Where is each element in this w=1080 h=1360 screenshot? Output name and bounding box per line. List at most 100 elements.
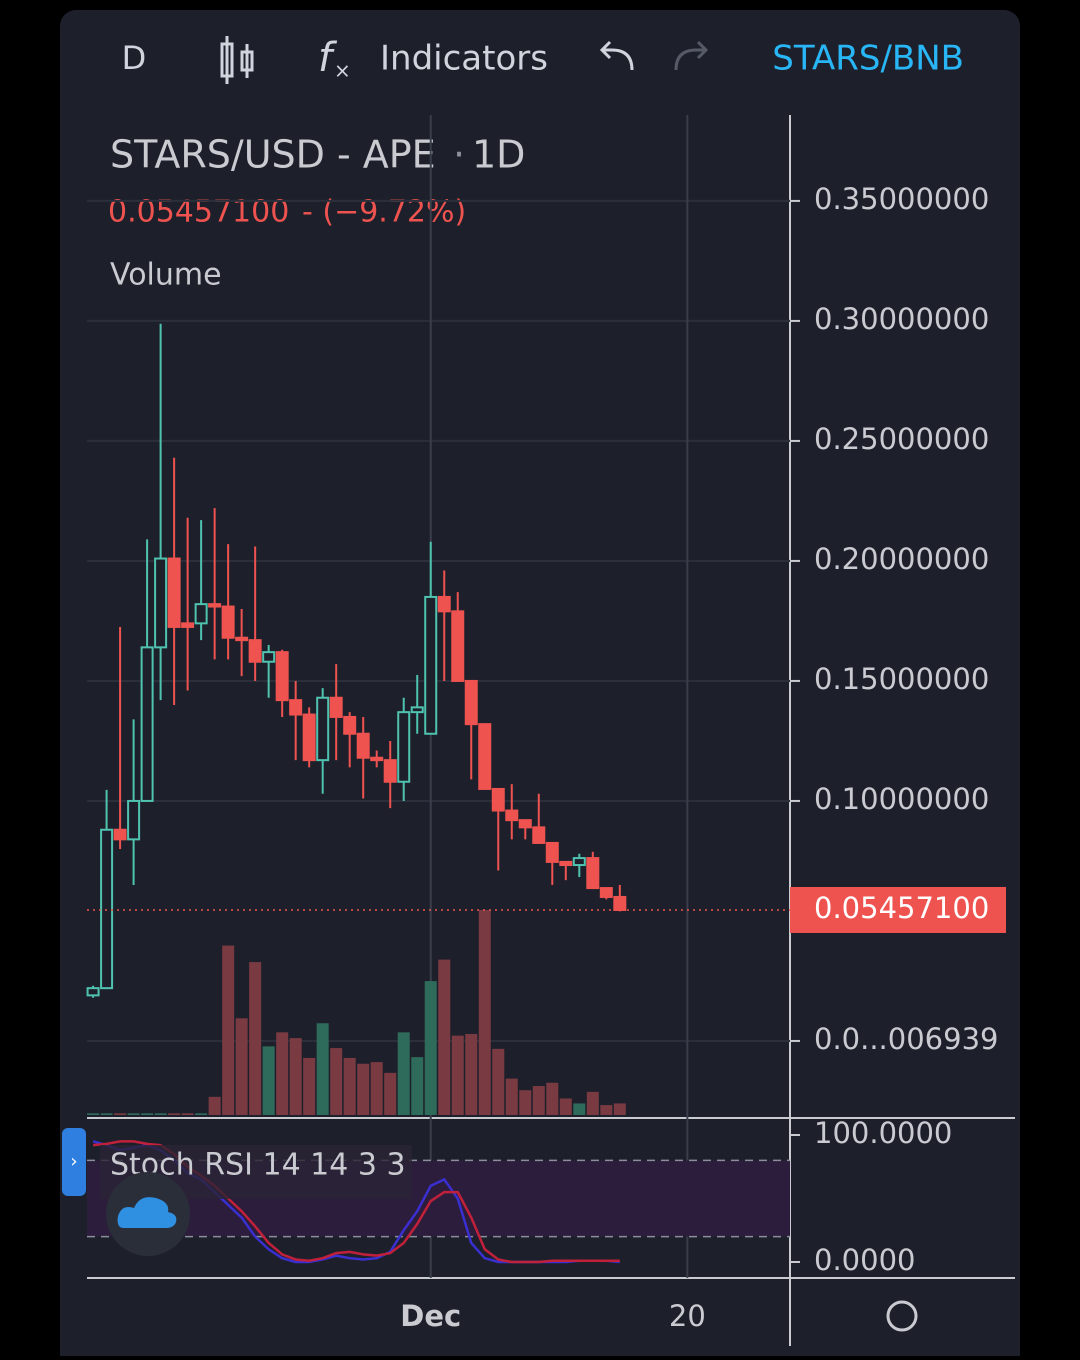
volume-bar xyxy=(208,1096,221,1115)
y-tick-label: 0.20000000 xyxy=(814,542,989,576)
x-tick-label: 20 xyxy=(669,1299,706,1333)
candle-body xyxy=(275,651,289,702)
interval-button[interactable]: D xyxy=(122,39,147,77)
panel xyxy=(60,10,1020,1360)
y-tick-label: 0.30000000 xyxy=(814,302,989,336)
volume-bar xyxy=(492,1048,505,1115)
x-tick-label: Dec xyxy=(400,1299,461,1333)
volume-bar xyxy=(438,959,451,1115)
candle-body xyxy=(572,857,586,867)
volume-bar xyxy=(411,1057,424,1115)
y-tick-label: 0.10000000 xyxy=(814,782,989,816)
price-header: 0.05457100 xyxy=(108,195,289,230)
volume-bar xyxy=(276,1032,289,1115)
volume-bar xyxy=(222,945,235,1115)
chart: 0.35000000 0.30000000 0.25000000 0.20000000… xyxy=(86,115,1006,1333)
candle-body xyxy=(248,639,262,663)
volume-bar xyxy=(384,1072,397,1115)
candle-body xyxy=(302,713,316,762)
candle-body xyxy=(140,646,154,802)
volume-bar xyxy=(370,1062,383,1115)
candle-body xyxy=(437,595,451,613)
volume-bar xyxy=(154,1113,167,1115)
candle-body xyxy=(599,887,613,898)
volume-bar xyxy=(532,1086,545,1115)
indicators-button[interactable]: Indicators xyxy=(380,39,548,79)
volume-bar xyxy=(249,962,262,1115)
candle-body xyxy=(532,826,546,844)
volume-bar xyxy=(573,1103,586,1115)
candle-body xyxy=(464,679,478,726)
volume-bar xyxy=(600,1105,613,1115)
volume-bar xyxy=(289,1038,302,1115)
candle-body xyxy=(370,756,384,762)
volume-bar xyxy=(546,1082,559,1115)
volume-bar xyxy=(303,1057,316,1115)
side-toggle[interactable] xyxy=(62,1128,86,1196)
redo[interactable] xyxy=(674,40,709,71)
candle-body xyxy=(343,715,357,735)
candle-body xyxy=(545,841,559,863)
candle-body xyxy=(181,622,195,628)
candle-body xyxy=(167,557,181,628)
volume-bar xyxy=(559,1098,572,1115)
candle-body xyxy=(383,759,397,783)
stoch-y-tick-label: 0.0000 xyxy=(814,1243,915,1277)
volume-bar xyxy=(141,1113,154,1115)
candle-body xyxy=(235,636,249,642)
candle-body xyxy=(154,557,168,649)
candle-body xyxy=(262,651,276,663)
volume-bar xyxy=(235,1018,248,1115)
volume-bar xyxy=(343,1057,356,1115)
change-header: - (−9.72%) xyxy=(302,195,466,230)
y-tick-label: 0.0...006939 xyxy=(814,1022,998,1056)
candle-body xyxy=(451,610,465,682)
candle-body xyxy=(221,605,235,639)
side-toggle-arrow[interactable]: › xyxy=(70,1151,77,1172)
last-price-label: 0.05457100 xyxy=(814,891,989,925)
volume-bar xyxy=(127,1113,140,1115)
symbol-button[interactable]: STARS/BNB xyxy=(772,39,964,79)
chart-type-icon[interactable] xyxy=(220,36,254,84)
fx-icon-x[interactable]: × xyxy=(334,59,351,83)
candle-body xyxy=(100,828,114,990)
volume-bar xyxy=(451,1035,464,1115)
volume-label: Volume xyxy=(110,258,222,293)
candle-body xyxy=(559,860,573,867)
chart-title: STARS/USD - APE xyxy=(110,133,436,177)
volume-bar xyxy=(168,1113,181,1115)
settings-icon[interactable] xyxy=(886,1300,918,1332)
volume-bar xyxy=(181,1113,194,1115)
cloud-icon[interactable] xyxy=(117,1197,177,1228)
candle-body xyxy=(329,696,343,718)
undo[interactable] xyxy=(599,40,634,71)
volume-bar xyxy=(613,1103,626,1115)
candle-body xyxy=(478,723,492,790)
candle-body xyxy=(356,732,370,759)
last-price-tag xyxy=(790,886,1006,933)
candle-body xyxy=(289,699,303,716)
dot: · xyxy=(453,133,465,177)
candle-body xyxy=(410,706,424,714)
volume-bar xyxy=(87,1113,100,1115)
volume-bar xyxy=(100,1113,113,1115)
candle-body xyxy=(518,819,532,829)
volume-bar xyxy=(316,1023,329,1115)
y-tick-label: 0.25000000 xyxy=(814,422,989,456)
candle-body xyxy=(491,787,505,812)
volume-bar xyxy=(424,981,437,1115)
volume-bar xyxy=(465,1033,478,1115)
candle-body xyxy=(86,987,100,997)
volume-bar xyxy=(519,1090,532,1115)
volume-bar xyxy=(397,1032,410,1115)
candle-body xyxy=(397,711,411,783)
volume-bar xyxy=(114,1113,127,1115)
volume-bar xyxy=(505,1078,518,1115)
candle-body xyxy=(424,595,438,735)
y-tick-label: 0.35000000 xyxy=(814,182,989,216)
volume-bar xyxy=(195,1113,208,1115)
stoch-y-tick-label: 100.0000 xyxy=(814,1116,952,1150)
volume-bar xyxy=(330,1048,343,1115)
